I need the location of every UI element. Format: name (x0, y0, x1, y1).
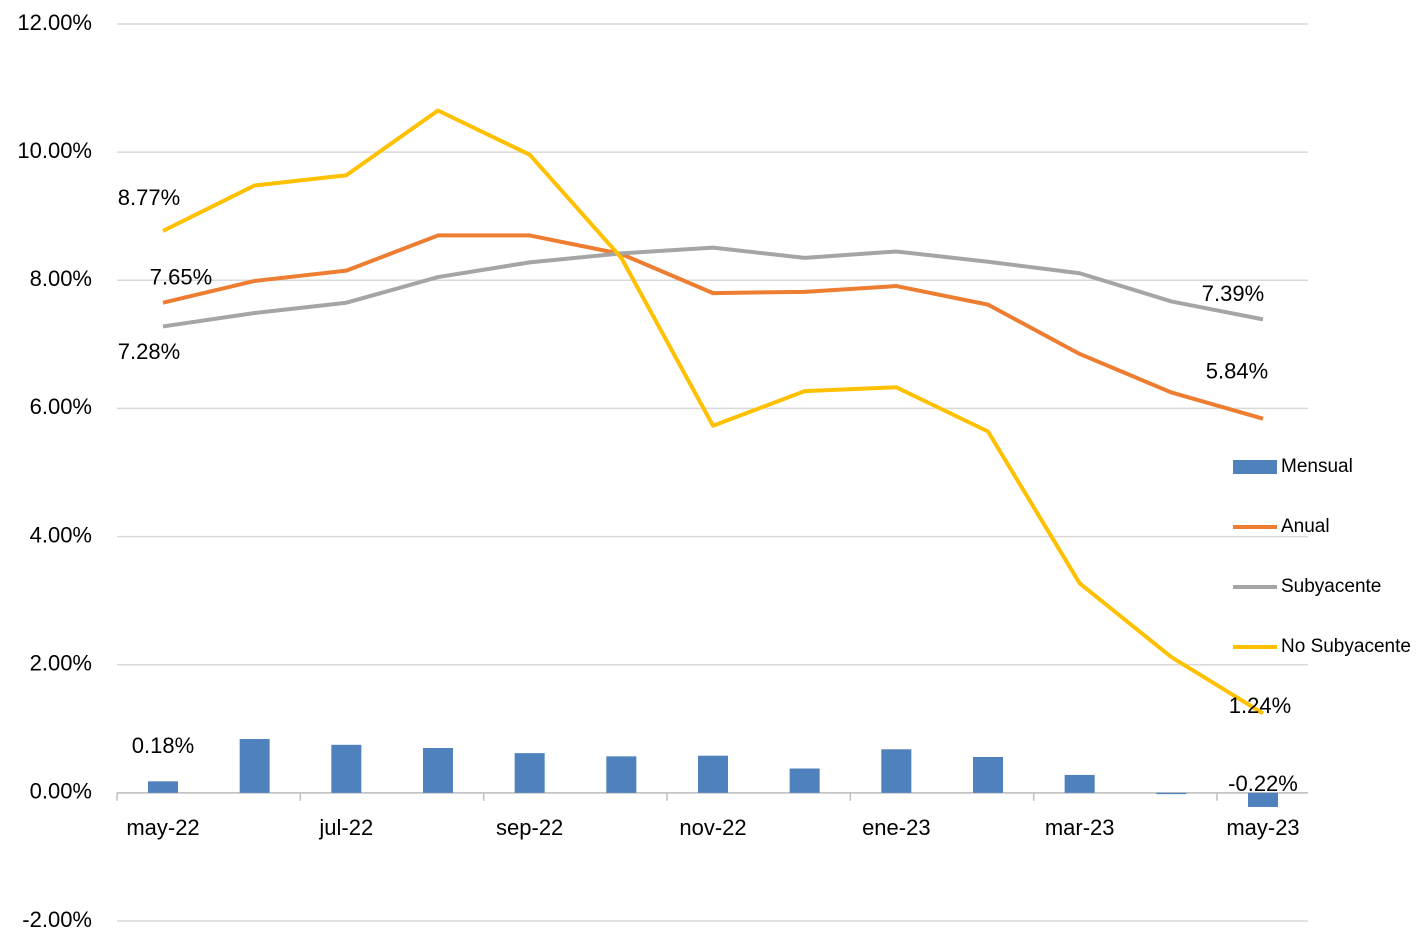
x-tick-label: nov-22 (679, 815, 746, 840)
line (162, 245, 1264, 329)
y-tick-label: 4.00% (30, 522, 92, 547)
bar (331, 744, 362, 793)
line (162, 233, 1264, 421)
legend-label: No Subyacente (1281, 636, 1411, 657)
data-label: 7.65% (150, 265, 212, 290)
bar (148, 781, 178, 793)
y-tick-label: 6.00% (30, 394, 92, 419)
x-tick-label: jul-22 (318, 815, 373, 840)
data-label: 0.18% (132, 733, 194, 758)
bar (514, 753, 545, 793)
bar (606, 756, 637, 793)
line (162, 108, 1265, 716)
bar (423, 748, 453, 793)
legend-swatch (1233, 460, 1277, 474)
bar (1156, 792, 1187, 795)
x-tick-label: mar-23 (1045, 815, 1115, 840)
y-tick-label: 2.00% (30, 651, 92, 676)
bar (239, 739, 270, 793)
data-label: 5.84% (1206, 358, 1268, 383)
legend-label: Subyacente (1281, 576, 1381, 597)
x-tick-label: may-22 (126, 815, 199, 840)
data-label: -0.22% (1228, 771, 1298, 796)
y-tick-label: 0.00% (30, 779, 92, 804)
y-tick-label: 12.00% (17, 10, 92, 35)
x-tick-label: ene-23 (862, 815, 931, 840)
y-tick-label: 10.00% (17, 138, 92, 163)
bar (698, 755, 728, 793)
bar (881, 749, 912, 793)
data-label: 7.39% (1202, 281, 1264, 306)
bar (1064, 774, 1095, 793)
x-tick-label: sep-22 (496, 815, 563, 840)
y-tick-label: -2.00% (22, 907, 92, 931)
legend-label: Mensual (1281, 456, 1353, 477)
legend-label: Anual (1281, 516, 1330, 537)
x-tick-label: may-23 (1226, 815, 1299, 840)
data-label: 8.77% (118, 185, 180, 210)
data-label: 7.28% (118, 339, 180, 364)
data-label: 1.24% (1229, 693, 1291, 718)
bar (789, 768, 820, 793)
bar (1248, 792, 1278, 807)
y-tick-label: 8.00% (30, 266, 92, 291)
bar (973, 756, 1003, 793)
